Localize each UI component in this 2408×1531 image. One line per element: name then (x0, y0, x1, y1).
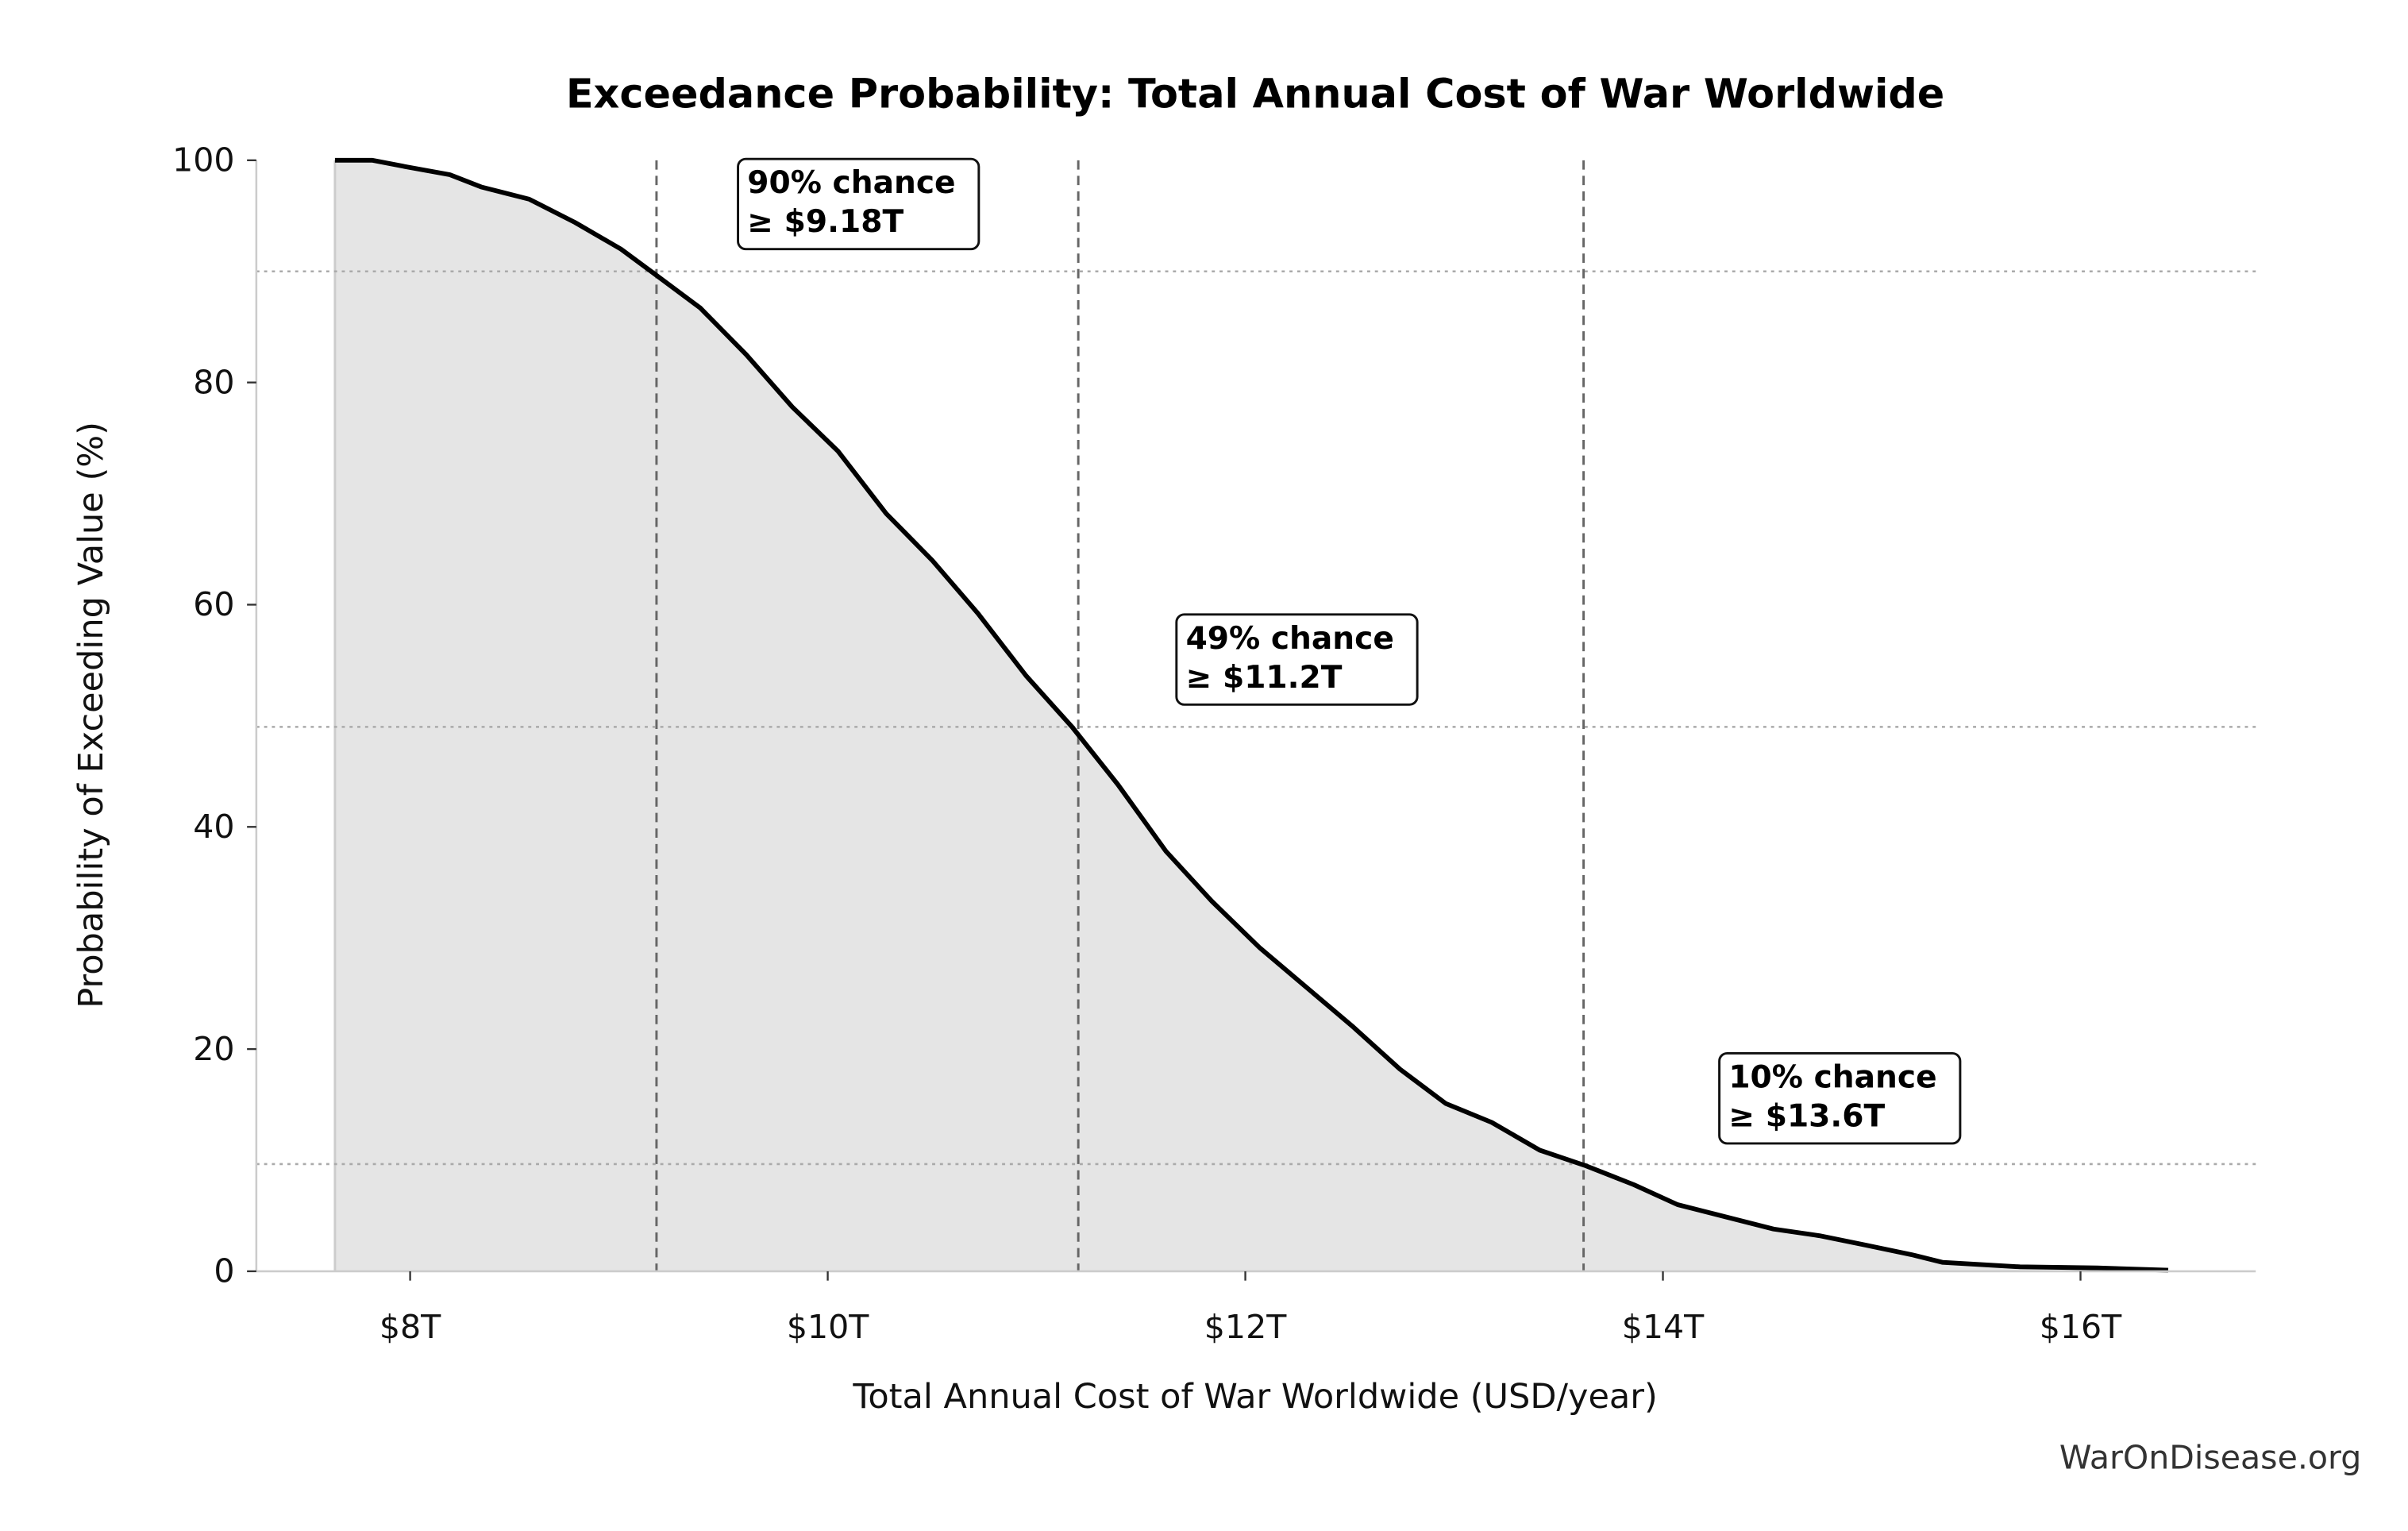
x-tick-label: $14T (1622, 1308, 1705, 1346)
annotation-box (1718, 1051, 1962, 1145)
watermark: WarOnDisease.org (2059, 1438, 2361, 1476)
annotation-box (1175, 613, 1419, 706)
exceedance-line (334, 157, 2169, 1273)
plot-area: 0 20 40 60 80 100 $8T $10T $12T $14T $16T 90% chanc… (172, 141, 2256, 1346)
annotation-line1: 90% chance (747, 165, 955, 201)
annotation-line1: 49% chance (1186, 621, 1394, 657)
x-tick-label: $8T (380, 1308, 441, 1346)
y-tick-label: 40 (193, 808, 234, 846)
y-tick-label: 80 (193, 363, 234, 401)
y-tick-label: 100 (172, 141, 234, 179)
x-axis-label: Total Annual Cost of War Worldwide (USD/… (852, 1377, 1657, 1417)
y-tick-label: 20 (193, 1030, 234, 1068)
annotation-box (737, 157, 981, 251)
x-tick-label: $12T (1204, 1308, 1287, 1346)
annotation-line1: 10% chance (1728, 1059, 1936, 1095)
y-tick-label: 60 (193, 585, 234, 623)
exceedance-fill (334, 160, 2168, 1271)
annotation-line2: ≥ $11.2T (1186, 660, 1343, 696)
annotation-2: 10% chance≥ $13.6T (1718, 1051, 1962, 1145)
annotation-line2: ≥ $9.18T (747, 204, 903, 240)
y-axis-label: Probability of Exceeding Value (%) (71, 422, 111, 1008)
annotation-0: 90% chance≥ $9.18T (737, 157, 981, 251)
y-tick-label: 0 (214, 1252, 234, 1290)
chart-title: Exceedance Probability: Total Annual Cos… (566, 70, 1945, 117)
x-tick-label: $16T (2040, 1308, 2122, 1346)
annotation-line2: ≥ $13.6T (1728, 1098, 1885, 1134)
x-tick-label: $10T (787, 1308, 869, 1346)
annotation-1: 49% chance≥ $11.2T (1175, 613, 1419, 706)
